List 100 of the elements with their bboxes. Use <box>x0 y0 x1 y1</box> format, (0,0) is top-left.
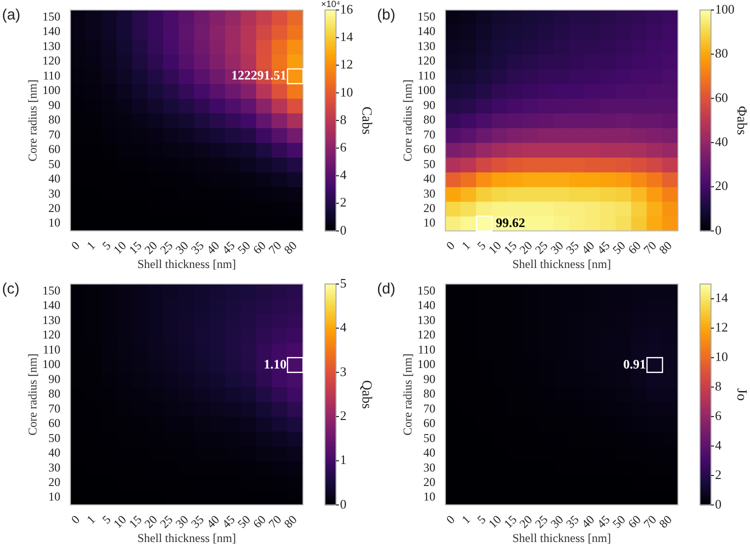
color-bar-label: 5 <box>340 275 346 290</box>
y-tick-label: 60 <box>48 142 60 156</box>
y-tick-label: 120 <box>417 328 436 342</box>
color-bar-label: 3 <box>340 364 346 379</box>
color-bar-label: 8 <box>340 112 346 127</box>
annotation: 1.10 <box>264 356 286 372</box>
color-bar-label: 4 <box>340 167 347 182</box>
color-bar-label: 4 <box>715 437 722 452</box>
color-bar-label: 14 <box>340 29 354 44</box>
y-tick-label: 130 <box>42 312 60 327</box>
color-bar-label: 80 <box>715 46 728 61</box>
x-tick-label: 1 <box>458 512 474 527</box>
color-bar-label: 0 <box>715 222 722 238</box>
y-tick-label: 120 <box>417 54 436 68</box>
y-tick-label: 80 <box>423 386 436 401</box>
y-tick-label: 120 <box>42 54 60 68</box>
y-tick-label: 150 <box>417 284 436 298</box>
color-bar-title: Cabs <box>358 106 374 134</box>
color-bar-label: 16 <box>340 1 354 16</box>
color-bar-label: 2 <box>340 408 346 423</box>
x-axis-title: Shell thickness [nm] <box>137 256 236 271</box>
y-tick-label: 30 <box>423 460 436 474</box>
y-tick-label: 150 <box>417 10 436 24</box>
y-tick-label: 130 <box>417 38 436 53</box>
y-tick-label: 50 <box>48 430 60 445</box>
y-tick-label: 80 <box>48 112 60 127</box>
y-tick-label: 140 <box>42 24 60 38</box>
x-tick-label: 0 <box>443 238 458 253</box>
y-tick-label: 70 <box>48 401 60 416</box>
y-tick-label: 30 <box>48 186 60 200</box>
x-tick-label: 1 <box>84 512 98 527</box>
y-tick-label: 90 <box>423 98 436 112</box>
color-bar-label: 8 <box>715 378 722 394</box>
y-tick-label: 70 <box>48 127 60 142</box>
chart-title: (c) <box>2 280 20 298</box>
y-tick-label: 10 <box>423 490 436 504</box>
y-tick-label: 50 <box>423 430 436 445</box>
y-axis-title: Core radius [nm] <box>25 353 40 436</box>
y-tick-label: 20 <box>423 474 436 489</box>
y-tick-label: 40 <box>48 446 60 460</box>
y-tick-label: 130 <box>417 312 436 327</box>
y-tick-label: 10 <box>423 216 436 230</box>
y-tick-label: 90 <box>48 372 60 386</box>
y-axis-title: Core radius [nm] <box>400 79 414 162</box>
y-tick-label: 80 <box>48 386 60 401</box>
color-bar-label: 6 <box>715 408 722 423</box>
x-tick-label: 0 <box>68 238 83 253</box>
y-tick-label: 90 <box>423 372 436 386</box>
y-tick-label: 80 <box>423 112 436 127</box>
y-tick-label: 90 <box>48 98 60 112</box>
color-bar-label: 60 <box>715 90 728 105</box>
color-bar-label: 12 <box>340 56 353 72</box>
y-tick-label: 30 <box>48 460 60 474</box>
color-bar-label: 12 <box>715 320 728 335</box>
y-tick-label: 100 <box>42 83 60 98</box>
y-tick-label: 60 <box>48 416 60 430</box>
color-bar-label: 10 <box>340 84 353 100</box>
color-bar-label: 0 <box>340 222 346 238</box>
y-tick-label: 110 <box>42 342 60 356</box>
y-tick-label: 70 <box>423 127 436 142</box>
y-tick-label: 20 <box>48 474 60 489</box>
annotation: 0.91 <box>623 356 646 372</box>
y-tick-label: 110 <box>418 342 436 356</box>
y-tick-label: 30 <box>423 186 436 200</box>
color-bar-label: 10 <box>715 349 728 364</box>
color-bar-title: Qabs <box>358 380 374 409</box>
annotation: 99.62 <box>496 214 526 230</box>
chart-title: (d) <box>377 280 396 298</box>
y-tick-label: 100 <box>42 357 60 372</box>
y-tick-label: 110 <box>418 68 436 82</box>
color-bar-label: 14 <box>715 290 728 306</box>
color-bar-label: 1 <box>340 452 346 468</box>
x-tick-label: 0 <box>68 512 83 527</box>
x-tick-label: 1 <box>84 238 98 253</box>
y-tick-label: 40 <box>423 172 436 186</box>
y-tick-label: 150 <box>42 10 60 24</box>
y-tick-label: 130 <box>42 38 60 53</box>
color-bar-label: 0 <box>715 496 722 512</box>
y-tick-label: 60 <box>423 416 436 430</box>
color-bar-label: 0 <box>340 496 346 512</box>
y-tick-label: 20 <box>423 200 436 215</box>
y-tick-label: 10 <box>48 490 60 504</box>
color-bar-label: 4 <box>340 320 347 335</box>
y-tick-label: 40 <box>423 446 436 460</box>
y-axis-title: Core radius [nm] <box>400 353 414 436</box>
y-tick-label: 10 <box>48 216 60 230</box>
x-axis-title: Shell thickness [nm] <box>512 256 612 271</box>
x-axis-title: Shell thickness [nm] <box>512 530 612 545</box>
y-tick-label: 150 <box>42 284 60 298</box>
y-tick-label: 120 <box>42 328 60 342</box>
color-bar-label: 100 <box>715 1 734 16</box>
color-bar-title: Φabs <box>733 106 748 135</box>
y-tick-label: 50 <box>48 156 60 171</box>
x-tick-label: 1 <box>458 238 474 253</box>
y-tick-label: 20 <box>48 200 60 215</box>
y-tick-label: 40 <box>48 172 60 186</box>
color-bar-label: 40 <box>715 134 728 149</box>
annotation: 122291.51 <box>231 68 286 83</box>
y-tick-label: 140 <box>42 298 60 312</box>
text: ×10⁴ <box>320 0 340 9</box>
